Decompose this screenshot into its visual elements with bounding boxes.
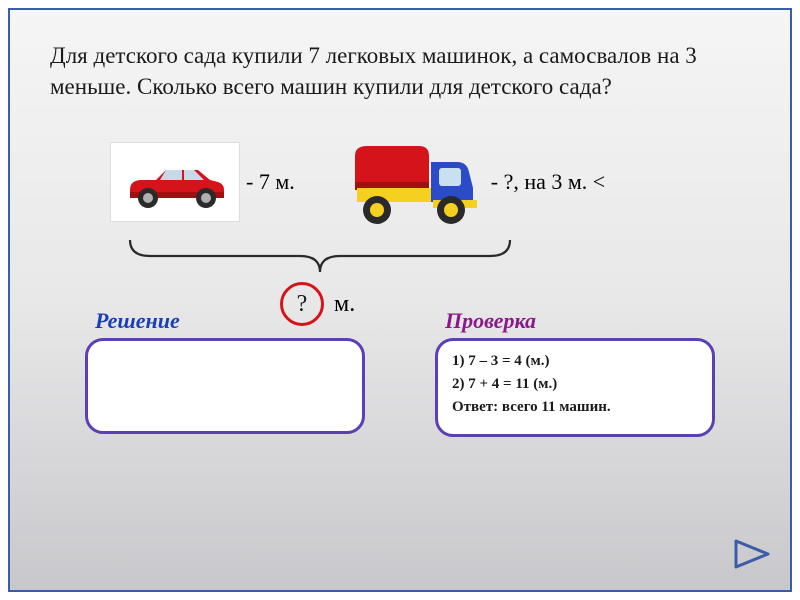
car-image [110,142,240,222]
truck-icon [347,132,483,232]
total-label: м. [334,291,355,318]
car-icon [116,154,234,210]
check-line-1: 1) 7 – 3 = 4 (м.) [452,353,698,370]
images-row: - 7 м. - ?, на 3 м. < [110,132,750,232]
bottom-row: Решение Проверка 1) 7 – 3 = 4 (м.) 2) 7 … [50,338,750,437]
next-button[interactable] [734,539,770,574]
solution-box [85,338,365,434]
bracket [110,238,530,278]
check-title: Проверка [445,310,536,332]
problem-text: Для детского сада купили 7 легковых маши… [50,40,750,102]
solution-panel: Решение [85,338,365,437]
truck-label: - ?, на 3 м. < [491,169,605,195]
truck-image [345,132,485,232]
triangle-right-icon [734,539,770,569]
check-panel: Проверка 1) 7 – 3 = 4 (м.) 2) 7 + 4 = 11… [435,338,715,437]
check-line-2: 2) 7 + 4 = 11 (м.) [452,376,698,393]
check-box: 1) 7 – 3 = 4 (м.) 2) 7 + 4 = 11 (м.) Отв… [435,338,715,437]
check-answer: Ответ: всего 11 машин. [452,399,698,416]
car-label: - 7 м. [246,169,295,195]
solution-title: Решение [95,310,180,332]
question-circle: ? [280,282,324,326]
slide-frame: Для детского сада купили 7 легковых маши… [8,8,792,592]
